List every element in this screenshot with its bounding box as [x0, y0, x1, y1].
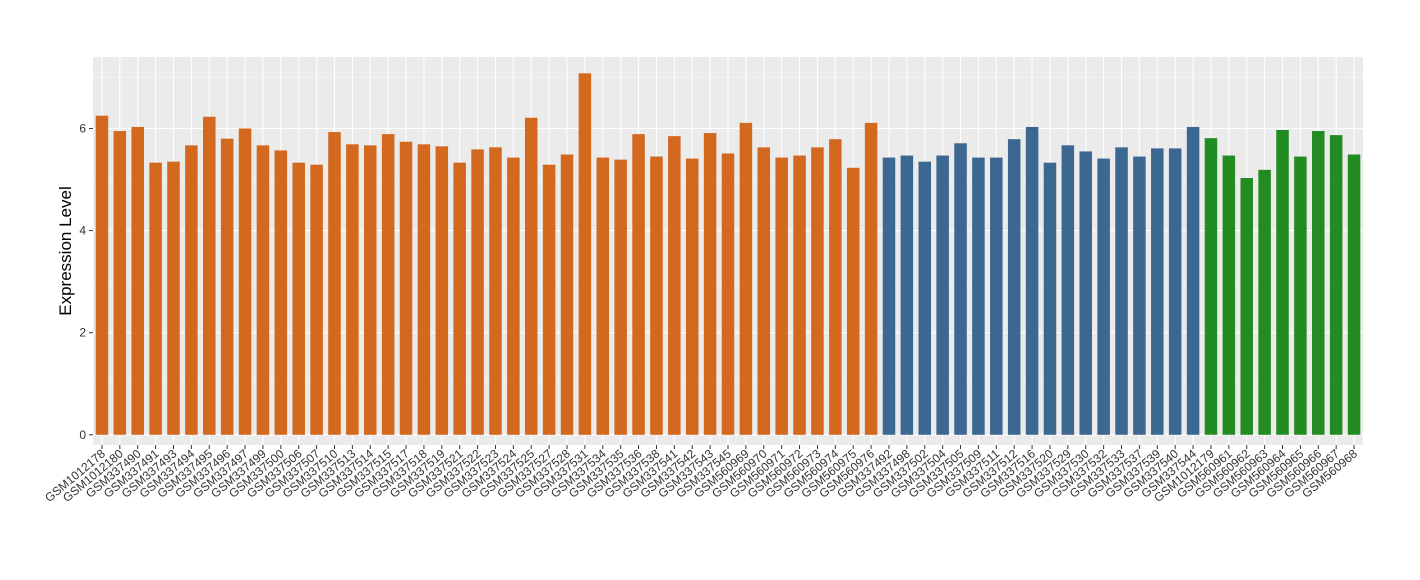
bar-GSM337542	[685, 158, 699, 435]
bar-GSM337498	[900, 155, 914, 435]
bar-GSM337537	[1133, 156, 1146, 435]
bar-GSM337541	[668, 136, 681, 435]
bar-GSM337499	[256, 145, 270, 435]
bar-GSM337514	[363, 145, 377, 435]
x-axis: GSM1012178GSM1012180GSM337490GSM337491GS…	[42, 445, 1360, 505]
bar-GSM337504	[936, 155, 949, 435]
bar-GSM337529	[1061, 145, 1075, 435]
bar-GSM337534	[596, 157, 610, 435]
bar-GSM560972	[793, 155, 806, 435]
bar-GSM560966	[1312, 131, 1325, 435]
bar-GSM560970	[757, 147, 771, 435]
bar-GSM337509	[972, 157, 985, 435]
bar-GSM337507	[310, 164, 323, 435]
bar-GSM560969	[739, 122, 753, 435]
bar-GSM560963	[1258, 169, 1271, 435]
bar-GSM337538	[650, 156, 663, 435]
bar-GSM337496	[220, 138, 234, 435]
bar-GSM560967	[1329, 135, 1343, 435]
bar-GSM337528	[560, 154, 574, 435]
bar-GSM560976	[864, 122, 878, 435]
bar-GSM560971	[775, 157, 788, 435]
bar-GSM337505	[954, 143, 967, 435]
bar-GSM337495	[203, 116, 216, 435]
bar-GSM337522	[471, 149, 484, 435]
bar-GSM337493	[167, 161, 180, 435]
bar-GSM337535	[614, 159, 627, 435]
bar-GSM337512	[1007, 139, 1021, 435]
bar-GSM337500	[274, 150, 288, 435]
bar-GSM337515	[381, 134, 395, 435]
bar-GSM560974	[829, 139, 842, 435]
bar-GSM337545	[721, 153, 735, 435]
bar-GSM337516	[1025, 126, 1039, 435]
bar-GSM337513	[346, 144, 359, 435]
bar-GSM337533	[1115, 147, 1128, 435]
bar-GSM337519	[435, 146, 449, 435]
bar-GSM337536	[632, 134, 645, 435]
bar-GSM337540	[1168, 148, 1182, 435]
bar-GSM337532	[1097, 158, 1110, 435]
y-tick-label: 2	[79, 326, 86, 340]
bar-GSM337517	[399, 141, 413, 435]
bar-GSM1012179	[1204, 138, 1218, 435]
bar-GSM560965	[1294, 156, 1307, 435]
bar-GSM560962	[1240, 177, 1253, 435]
bar-GSM337492	[882, 157, 896, 435]
bar-GSM337497	[238, 128, 252, 435]
bar-GSM337518	[417, 144, 431, 435]
bar-GSM560968	[1347, 154, 1361, 435]
y-tick-label: 4	[79, 224, 86, 238]
bar-GSM560961	[1222, 155, 1236, 435]
y-tick-label: 0	[79, 428, 86, 442]
bar-GSM337521	[453, 162, 466, 435]
bar-GSM337510	[328, 132, 341, 435]
y-axis-title: Expression Level	[56, 186, 75, 315]
bar-GSM337544	[1186, 126, 1200, 435]
bar-GSM560964	[1276, 130, 1289, 435]
bar-GSM1012178	[95, 115, 109, 435]
bar-GSM337502	[918, 161, 932, 435]
y-tick-label: 6	[79, 121, 86, 135]
bar-GSM337531	[578, 73, 592, 435]
bar-GSM337490	[131, 126, 144, 435]
bar-GSM337491	[149, 162, 162, 435]
bar-GSM337527	[542, 164, 556, 435]
bar-GSM337539	[1151, 148, 1164, 435]
bar-GSM337530	[1079, 151, 1093, 435]
bar-GSM337520	[1043, 162, 1057, 435]
bar-GSM337524	[507, 157, 520, 435]
bar-GSM560973	[811, 147, 824, 435]
bar-GSM337506	[292, 162, 305, 435]
bar-GSM337523	[489, 147, 502, 435]
bar-GSM337511	[990, 157, 1003, 435]
bars	[95, 73, 1361, 435]
bar-GSM1012180	[113, 131, 127, 435]
bar-GSM337525	[524, 117, 538, 435]
y-axis: 0 2 4 6	[79, 121, 93, 442]
bar-GSM337494	[185, 145, 198, 435]
bar-GSM560975	[846, 167, 860, 435]
bar-GSM337543	[703, 133, 717, 435]
